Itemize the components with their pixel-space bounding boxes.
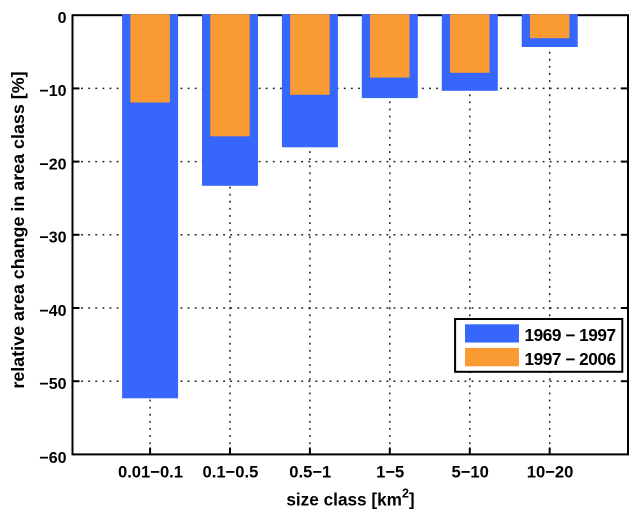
svg-text:1969 − 1997: 1969 − 1997 [525,325,616,345]
svg-text:10−20: 10−20 [527,462,574,481]
svg-text:1997 − 2006: 1997 − 2006 [525,349,616,369]
svg-text:−10: −10 [39,83,66,100]
svg-text:−50: −50 [39,376,66,393]
svg-text:relative area change in area c: relative area change in area class [%] [8,71,28,388]
svg-text:0.01−0.1: 0.01−0.1 [118,462,183,481]
svg-text:−30: −30 [39,230,66,247]
svg-text:5−10: 5−10 [452,462,489,481]
svg-text:0.1−0.5: 0.1−0.5 [202,462,258,481]
svg-text:−60: −60 [39,450,66,467]
svg-text:−20: −20 [39,156,66,173]
svg-text:0: 0 [58,10,67,27]
svg-text:size class [km2]: size class [km2] [286,487,414,510]
svg-text:1−5: 1−5 [376,462,404,481]
svg-text:0.5−1: 0.5−1 [289,462,331,481]
svg-text:−40: −40 [39,303,66,320]
